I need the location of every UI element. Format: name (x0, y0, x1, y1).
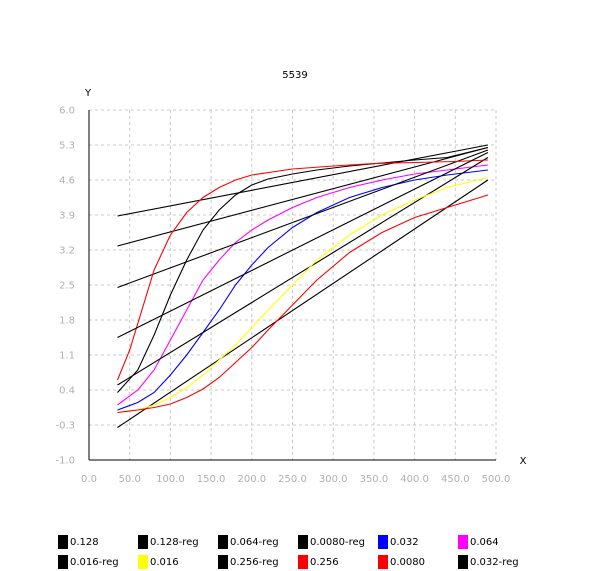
x-tick-label: 100.0 (156, 474, 185, 485)
chart-title: 5539 (282, 70, 307, 81)
series-line-0.016-reg (117, 157, 489, 386)
series-line-0.256 (116, 159, 488, 381)
y-tick-label: 0.4 (59, 386, 75, 397)
x-tick-label: 300.0 (319, 474, 348, 485)
series-line-0.128-reg (117, 144, 489, 217)
x-tick-label: 450.0 (441, 474, 470, 485)
y-axis-label: Y (84, 88, 92, 99)
x-tick-label: 50.0 (119, 474, 141, 485)
axes (88, 110, 496, 461)
y-tick-label: 3.2 (59, 246, 75, 257)
y-tick-label: 2.5 (59, 281, 75, 292)
y-tick-label: 1.8 (59, 316, 75, 327)
series-line-0.016 (117, 176, 489, 414)
y-tick-label: 6.0 (59, 106, 75, 117)
x-tick-label: 350.0 (360, 474, 389, 485)
x-tick-label: 0.0 (81, 474, 97, 485)
x-tick-label: 400.0 (400, 474, 429, 485)
x-tick-label: 150.0 (197, 474, 226, 485)
x-tick-label: 500.0 (482, 474, 511, 485)
series-line-0.064 (117, 164, 488, 406)
tick-labels: 0.0 50.0 100.0 150.0 200.0 250.0 300.0 350.0 400… (55, 106, 510, 486)
y-tick-label: 1.1 (59, 351, 75, 362)
y-tick-label: 3.9 (59, 211, 75, 222)
series-line-0.0080-reg (117, 179, 489, 428)
y-tick-label: 5.3 (59, 141, 75, 152)
x-tick-label: 200.0 (237, 474, 266, 485)
y-tick-label: -1.0 (55, 456, 75, 467)
series-lines (116, 144, 489, 428)
x-axis-label: X (520, 456, 527, 467)
y-tick-label: 4.6 (59, 176, 75, 187)
x-tick-label: 250.0 (278, 474, 307, 485)
series-line-0.256-reg (117, 149, 489, 289)
series-line-0.032-reg (117, 152, 489, 338)
series-line-0.128 (117, 146, 489, 393)
series-line-0.064-reg (117, 146, 489, 247)
series-line-0.0080 (117, 194, 489, 414)
y-tick-label: -0.3 (55, 421, 75, 432)
